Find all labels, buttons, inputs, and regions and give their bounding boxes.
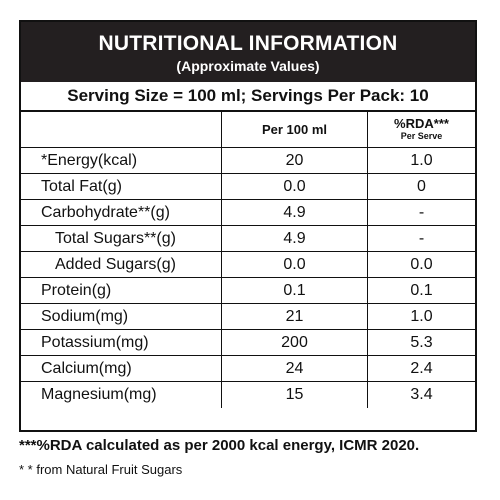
nutrition-panel: NUTRITIONAL INFORMATION (Approximate Val… [19, 20, 477, 432]
header-rda-sublabel: Per Serve [400, 130, 443, 141]
table-row: Potassium(mg) 200 5.3 [21, 330, 475, 356]
nutrient-name: Potassium(mg) [21, 330, 222, 355]
nutrient-per-100ml: 24 [222, 356, 368, 381]
table-row: Total Fat(g) 0.0 0 [21, 174, 475, 200]
nutrient-name: Protein(g) [21, 278, 222, 303]
header-rda: %RDA*** Per Serve [368, 112, 475, 147]
nutrient-name: Magnesium(mg) [21, 382, 222, 408]
nutrient-per-100ml: 20 [222, 148, 368, 173]
nutrition-table: Per 100 ml %RDA*** Per Serve *Energy(kca… [21, 112, 475, 408]
nutrient-rda: 2.4 [410, 359, 433, 377]
nutrient-rda: 3.4 [410, 386, 433, 403]
header-nutrient-cell [21, 112, 222, 147]
nutrient-rda: 5.3 [410, 333, 433, 351]
nutrient-rda: 0 [417, 177, 426, 195]
nutrient-per-100ml: 4.9 [222, 226, 368, 251]
nutrient-rda: 1.0 [410, 307, 433, 325]
label-subtitle: (Approximate Values) [176, 58, 320, 74]
table-row: Total Sugars**(g) 4.9 - [21, 226, 475, 252]
nutrient-rda: 1.0 [410, 151, 433, 169]
nutrient-rda: 0.0 [410, 255, 433, 273]
nutrient-per-100ml: 0.0 [222, 174, 368, 199]
table-row: Sodium(mg) 21 1.0 [21, 304, 475, 330]
table-row: Magnesium(mg) 15 3.4 [21, 382, 475, 408]
label-title: NUTRITIONAL INFORMATION [98, 32, 398, 55]
nutrient-rda: - [418, 229, 425, 247]
nutrient-per-100ml: 21 [222, 304, 368, 329]
nutrient-name: Calcium(mg) [21, 356, 222, 381]
header-rda-label: %RDA*** [394, 116, 449, 132]
nutrient-name: Sodium(mg) [21, 304, 222, 329]
nutrient-name: Carbohydrate**(g) [21, 200, 222, 225]
serving-info: Serving Size = 100 ml; Servings Per Pack… [21, 82, 475, 112]
table-row: *Energy(kcal) 20 1.0 [21, 148, 475, 174]
nutrient-per-100ml: 15 [222, 382, 368, 408]
table-header-row: Per 100 ml %RDA*** Per Serve [21, 112, 475, 148]
footnote-rda: ***%RDA calculated as per 2000 kcal ener… [19, 437, 420, 454]
label-header: NUTRITIONAL INFORMATION (Approximate Val… [21, 22, 475, 82]
nutrient-name: Added Sugars(g) [21, 252, 222, 277]
table-row: Carbohydrate**(g) 4.9 - [21, 200, 475, 226]
table-row: Protein(g) 0.1 0.1 [21, 278, 475, 304]
nutrient-name: *Energy(kcal) [21, 148, 222, 173]
header-per-100ml: Per 100 ml [222, 112, 368, 147]
nutrient-name: Total Fat(g) [21, 174, 222, 199]
nutrient-per-100ml: 0.1 [222, 278, 368, 303]
nutrient-per-100ml: 0.0 [222, 252, 368, 277]
nutrient-rda: 0.1 [410, 281, 433, 299]
nutrient-name: Total Sugars**(g) [21, 226, 222, 251]
table-row: Added Sugars(g) 0.0 0.0 [21, 252, 475, 278]
table-row: Calcium(mg) 24 2.4 [21, 356, 475, 382]
nutrient-per-100ml: 4.9 [222, 200, 368, 225]
nutrient-rda: - [418, 203, 425, 221]
footnote-sugars: * * from Natural Fruit Sugars [19, 462, 183, 477]
nutrient-per-100ml: 200 [222, 330, 368, 355]
